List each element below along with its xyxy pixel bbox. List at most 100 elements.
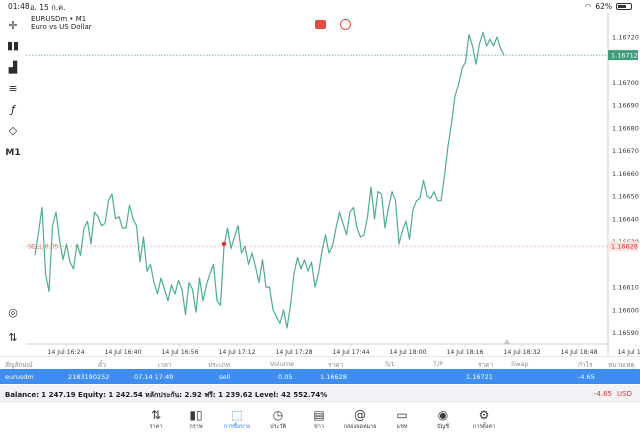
- wifi-icon: ◠: [584, 2, 592, 11]
- status-bar: 01:48 อ. 15 ก.ค. ◠ 62%: [0, 0, 640, 13]
- order-row[interactable]: eurusdm 2183190252 07.14 17:49 sell 0.05…: [0, 369, 640, 384]
- order-profit: -4.65: [578, 373, 595, 381]
- chart-shift-marker: [504, 339, 510, 344]
- price-chart[interactable]: 1.16720 1.16700 1.16690 1.16680 1.16670 1.166…: [26, 13, 640, 356]
- x-tick-label: 14 Jul 17:12: [218, 349, 255, 356]
- function-icon[interactable]: ƒ: [11, 103, 15, 116]
- orders-table-header: สัญลักษณ์ ตั๋ว เวลา ประเภท Volume ราคา S…: [0, 356, 640, 369]
- order-current-price: 1.16721: [466, 373, 493, 381]
- col-ticket: ตั๋ว: [98, 361, 106, 369]
- tab-label: ราคา: [149, 424, 163, 430]
- col-comment: หมายเหตุ: [608, 361, 635, 369]
- order-line-label: SELL 0.05: [28, 244, 59, 251]
- price-series-line: [34, 31, 505, 329]
- quotes-icon: ⇅: [150, 408, 162, 422]
- trade-chart-icon[interactable]: ◎: [8, 306, 18, 319]
- order-time: 07.14 17:49: [134, 373, 174, 381]
- y-tick-label: 1.16600: [612, 306, 639, 314]
- tab-label: แชท: [396, 424, 408, 430]
- news-icon: ▤: [313, 408, 325, 422]
- battery-fill: [618, 5, 627, 8]
- tab-history[interactable]: ◷ ประวัติ: [258, 407, 298, 431]
- y-tick-label: 1.16690: [612, 102, 639, 110]
- order-symbol: eurusdm: [5, 373, 34, 381]
- shapes-icon[interactable]: ◇: [8, 124, 18, 137]
- tab-label: ข่าว: [314, 424, 324, 430]
- chart-symbol: EURUSDm • M1: [31, 15, 87, 23]
- crosshair-icon[interactable]: ✛: [8, 19, 18, 32]
- tab-settings[interactable]: ⚙ การตั้งค่า: [464, 407, 504, 431]
- timeframe-button[interactable]: M1: [5, 148, 21, 158]
- col-price-current: ราคา: [478, 361, 494, 369]
- account-currency: USD: [617, 390, 632, 398]
- y-tick-label: 1.16720: [612, 33, 639, 41]
- order-type: sell: [219, 373, 230, 381]
- buy-quick-button[interactable]: [340, 19, 351, 30]
- x-tick-label: 14 Jul 18:48: [560, 349, 597, 356]
- col-tp: T/P: [433, 360, 444, 368]
- chart-description: Euro vs US Dollar: [31, 23, 92, 31]
- one-click-trading-icon[interactable]: ⇅: [8, 331, 18, 344]
- indicators-icon[interactable]: ▟: [8, 61, 18, 74]
- chart-canvas[interactable]: 1.16720 1.16700 1.16690 1.16680 1.16670 1.166…: [26, 13, 640, 356]
- col-sl: S/L: [385, 360, 395, 368]
- tab-quotes[interactable]: ⇅ ราคา: [136, 407, 176, 431]
- x-tick-label: 14 Jul 16:56: [161, 349, 198, 356]
- x-tick-label: 14 Jul 18:00: [389, 349, 426, 356]
- chat-icon: ▭: [396, 408, 408, 422]
- trade-icon: ⬚: [231, 408, 243, 422]
- tab-label: กราฟ: [189, 424, 203, 430]
- x-tick-label: 14 Jul 18:16: [446, 349, 483, 356]
- tab-account[interactable]: ◉ บัญชี: [423, 407, 463, 431]
- x-tick-label: 14 Jul 17:28: [275, 349, 312, 356]
- balance-bar: Balance: 1 247.19 Equity: 1 242.54 หลักป…: [0, 385, 640, 402]
- x-tick-label: 14 Jul 17:44: [332, 349, 369, 356]
- order-price-tag-label: 1.16628: [611, 243, 638, 251]
- battery-percent: 62%: [595, 2, 612, 11]
- sell-quick-button[interactable]: [315, 20, 326, 29]
- status-date: อ. 15 ก.ค.: [30, 3, 66, 12]
- y-tick-label: 1.16590: [612, 329, 639, 337]
- total-profit: -4.65: [593, 390, 612, 398]
- current-price-tag: [608, 50, 638, 61]
- y-tick-label: 1.16640: [612, 215, 639, 223]
- current-price-tag-label: 1.16712: [611, 52, 638, 60]
- col-type: ประเภท: [208, 361, 230, 369]
- x-tick-label: 14 Jul 16:40: [104, 349, 141, 356]
- order-price-tag: [608, 241, 638, 252]
- col-swap: Swap: [511, 360, 529, 368]
- tab-label: ประวัติ: [269, 424, 287, 430]
- tab-mailbox[interactable]: @ กล่องจดหมาย: [340, 407, 380, 431]
- tab-news[interactable]: ▤ ข่าว: [299, 407, 339, 431]
- settings-sliders-icon[interactable]: ≡: [8, 82, 18, 95]
- x-tick-label: 14 Jul 19:04: [617, 349, 640, 356]
- chart-type-icon[interactable]: ▮▮: [6, 39, 20, 52]
- tab-chat[interactable]: ▭ แชท: [382, 407, 422, 431]
- x-tick-label: 14 Jul 18:32: [503, 349, 540, 356]
- col-price: ราคา: [328, 361, 344, 369]
- col-volume: Volume: [270, 360, 295, 368]
- y-tick-label: 1.16610: [612, 284, 639, 292]
- history-icon: ◷: [272, 408, 284, 422]
- candles-icon: ▮▯: [189, 408, 203, 422]
- y-tick-label: 1.16670: [612, 147, 639, 155]
- account-icon: ◉: [437, 408, 449, 422]
- tab-label: บัญชี: [437, 424, 449, 430]
- y-tick-label: 1.16700: [612, 79, 639, 87]
- y-tick-label: 1.16680: [612, 124, 639, 132]
- x-tick-label: 14 Jul 16:24: [47, 349, 84, 356]
- order-volume: 0.05: [278, 373, 293, 381]
- y-tick-label: 1.16650: [612, 193, 639, 201]
- tab-chart[interactable]: ▮▯ กราฟ: [176, 407, 216, 431]
- tab-trade[interactable]: ⬚ การซื้อขาย: [217, 407, 257, 431]
- y-tick-label: 1.16660: [612, 170, 639, 178]
- col-profit: กำไร: [578, 361, 593, 369]
- settings-icon: ⚙: [478, 408, 490, 422]
- tab-label: การตั้งค่า: [472, 424, 496, 430]
- battery-icon: [616, 3, 632, 10]
- tab-label: กล่องจดหมาย: [343, 424, 377, 430]
- tab-label: การซื้อขาย: [223, 424, 251, 430]
- balance-summary: Balance: 1 247.19 Equity: 1 242.54 หลักป…: [5, 391, 328, 399]
- chart-toolbar: ✛ ▮▮ ▟ ≡ ƒ ◇ M1 ◎ ⇅: [0, 13, 26, 353]
- trade-entry-marker: [221, 241, 227, 247]
